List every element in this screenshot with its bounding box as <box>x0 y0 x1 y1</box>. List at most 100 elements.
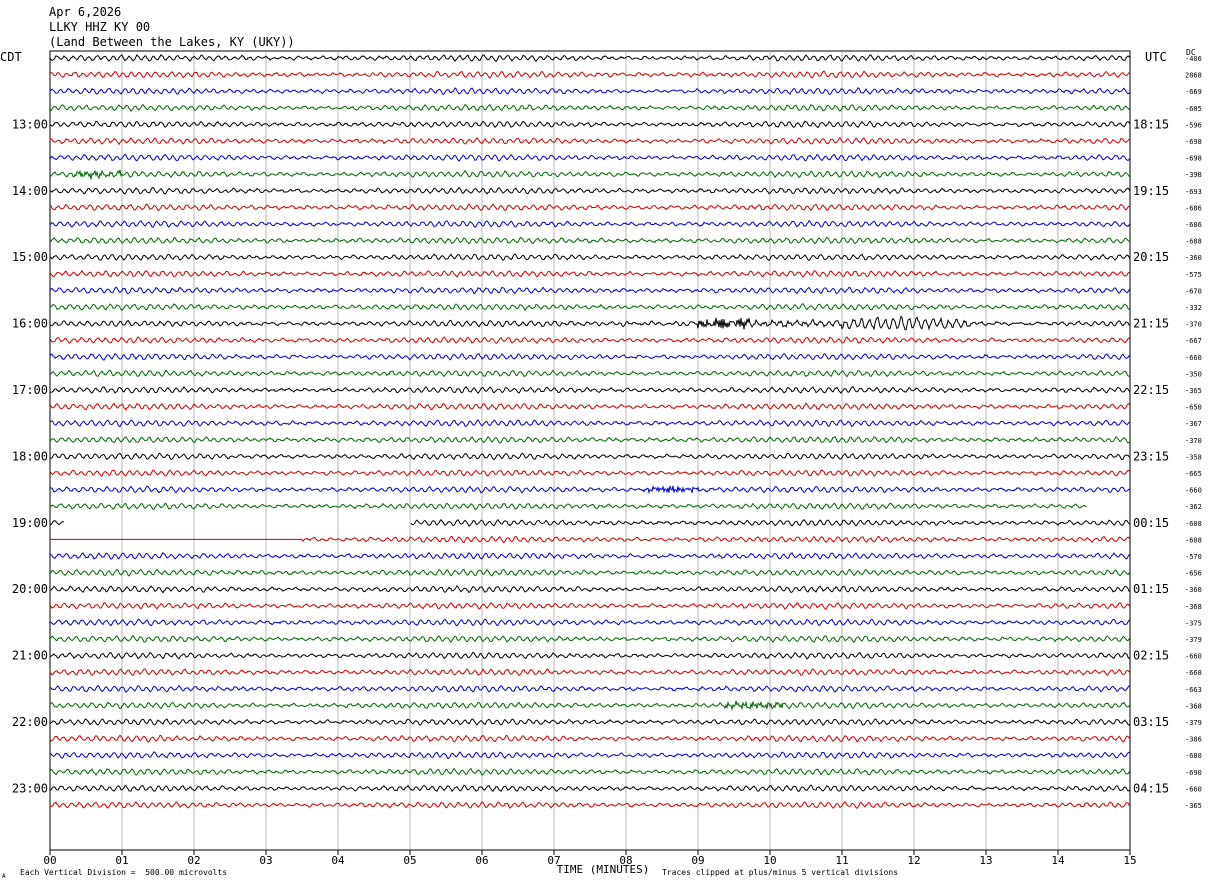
trace-row <box>49 253 1131 262</box>
dc-offset-label: -690 <box>1185 769 1202 777</box>
trace-row <box>49 219 1131 228</box>
utc-hour-label: 01:15 <box>1133 582 1169 596</box>
trace-row <box>49 385 1131 394</box>
station-location: (Land Between the Lakes, KY (UKY)) <box>49 35 295 49</box>
dc-offset-label: -605 <box>1185 105 1202 113</box>
dc-offset-label: -680 <box>1185 752 1202 760</box>
dc-offset-label: -688 <box>1185 238 1202 246</box>
trace-row <box>49 751 1131 760</box>
cdt-hour-label: 20:00 <box>12 582 48 596</box>
x-tick-label: 11 <box>835 854 848 867</box>
dc-offset-label: -663 <box>1185 686 1202 694</box>
cdt-hour-label: 18:00 <box>12 449 48 463</box>
utc-hour-label: 03:15 <box>1133 715 1169 729</box>
dc-offset-label: -596 <box>1185 121 1202 129</box>
dc-offset-label: -406 <box>1185 55 1202 63</box>
trace-row <box>49 53 1131 63</box>
dc-offset-label: -358 <box>1185 453 1202 461</box>
trace-row <box>49 585 1131 594</box>
dc-offset-label: -375 <box>1185 619 1202 627</box>
utc-hour-label: 22:15 <box>1133 383 1169 397</box>
trace-row <box>49 103 1131 112</box>
trace-row <box>49 136 1131 146</box>
dc-offset-label: -368 <box>1185 603 1202 611</box>
trace-row <box>49 236 1131 245</box>
trace-row <box>49 169 1131 180</box>
cdt-hour-label: 19:00 <box>12 516 48 530</box>
trace-row <box>49 484 1131 495</box>
trace-row <box>49 153 1131 162</box>
trace-row <box>49 568 1131 577</box>
trace-row <box>49 315 1131 331</box>
trace-row <box>50 800 1131 809</box>
dc-offset-label: -608 <box>1185 520 1202 528</box>
x-tick-label: 14 <box>1051 854 1065 867</box>
plot-frame <box>49 50 1131 851</box>
x-tick-label: 08 <box>619 854 632 867</box>
left-timezone-label: CDT <box>0 50 22 64</box>
trace-row <box>49 618 1131 627</box>
x-tick-label: 05 <box>403 854 416 867</box>
corner-mark: A <box>2 873 6 880</box>
trace-row <box>49 303 1131 312</box>
trace-row <box>49 518 1131 527</box>
dc-offset-label: -360 <box>1185 254 1202 262</box>
trace-row <box>50 535 1131 544</box>
dc-offset-label: -379 <box>1185 719 1202 727</box>
utc-hour-label: 23:15 <box>1133 449 1169 463</box>
trace-row <box>49 700 1131 712</box>
cdt-hour-label: 17:00 <box>12 383 48 397</box>
x-tick-label: 10 <box>763 854 776 867</box>
cdt-hour-label: 16:00 <box>12 317 48 331</box>
trace-row <box>49 684 1130 693</box>
dc-offset-label: -370 <box>1185 321 1202 329</box>
dc-offset-label: -660 <box>1185 354 1202 362</box>
dc-offset-label: -362 <box>1185 503 1202 511</box>
trace-row <box>49 87 1131 96</box>
x-tick-label: 06 <box>475 854 488 867</box>
trace-row <box>49 353 1131 361</box>
dc-offset-label: -608 <box>1185 536 1202 544</box>
dc-offset-label: -698 <box>1185 138 1202 146</box>
station-code: LLKY HHZ KY 00 <box>49 20 151 34</box>
dc-offset-label: -667 <box>1185 337 1202 345</box>
trace-row <box>49 369 1131 378</box>
dc-offset-label: -686 <box>1185 221 1202 229</box>
scale-note: Each Vertical Division = 500.00 microvol… <box>20 868 228 877</box>
x-tick-label: 03 <box>259 854 272 867</box>
trace-row <box>49 668 1131 677</box>
dc-offset-label: -693 <box>1185 188 1202 196</box>
trace-row <box>49 336 1131 345</box>
x-tick-label: 13 <box>979 854 992 867</box>
trace-row <box>49 634 1131 643</box>
cdt-hour-label: 23:00 <box>12 781 48 795</box>
x-tick-label: 12 <box>907 854 920 867</box>
cdt-hour-label: 21:00 <box>12 649 48 663</box>
utc-hour-label: 20:15 <box>1133 250 1169 264</box>
x-axis-ticks: 00 01 02 03 04 05 06 07 08 09 10 11 12 13 14 15 <box>43 850 1137 867</box>
trace-row <box>49 203 1131 212</box>
dc-offset-label: -365 <box>1185 802 1202 810</box>
cdt-hour-label: 14:00 <box>12 184 48 198</box>
x-tick-label: 01 <box>115 854 128 867</box>
utc-hour-label: 19:15 <box>1133 184 1169 198</box>
dc-offset-label: -379 <box>1185 636 1202 644</box>
trace-layer <box>49 53 1131 809</box>
trace-row <box>49 651 1131 660</box>
plot-date: Apr 6,2026 <box>49 5 122 19</box>
dc-offset-label: -370 <box>1185 437 1202 445</box>
trace-row <box>49 601 1131 610</box>
dc-offset-label: -570 <box>1185 553 1202 561</box>
dc-offset-label: -398 <box>1185 171 1202 179</box>
dc-offset-label: -665 <box>1185 470 1202 478</box>
trace-row <box>49 186 1131 195</box>
trace-row <box>49 402 1131 411</box>
dc-offset-label: -365 <box>1185 387 1202 395</box>
dc-offset-label: -332 <box>1185 304 1202 312</box>
trace-row <box>49 469 1131 477</box>
dc-offset-label: -368 <box>1185 702 1202 710</box>
x-tick-label: 02 <box>187 854 200 867</box>
dc-offset-label: -668 <box>1185 669 1202 677</box>
dc-offset-label: -386 <box>1185 736 1202 744</box>
